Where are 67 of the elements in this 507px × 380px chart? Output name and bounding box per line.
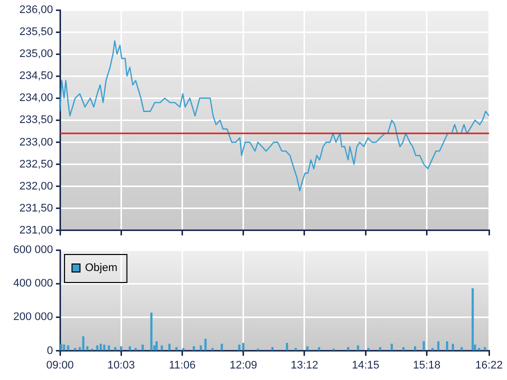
- bar: [175, 347, 178, 350]
- legend-label: Objem: [85, 262, 118, 274]
- bar: [103, 344, 106, 350]
- y-tick-label: 600 000: [13, 244, 53, 256]
- bar: [62, 344, 66, 350]
- bar: [168, 344, 171, 350]
- bar: [472, 288, 474, 350]
- x-tick-label: 14:15: [352, 359, 380, 372]
- bar: [82, 336, 84, 350]
- bar: [271, 347, 274, 350]
- y-tick-label: 231,00: [19, 224, 53, 236]
- x-tick-label: 13:12: [290, 359, 318, 372]
- bar: [114, 347, 116, 350]
- y-tick-label: 231,50: [19, 202, 53, 214]
- bar: [446, 341, 448, 350]
- bar: [460, 347, 463, 350]
- bar: [200, 345, 202, 350]
- y-tick-label: 200 000: [13, 311, 53, 324]
- y-tick-label: 236,00: [19, 4, 53, 16]
- bar: [160, 345, 163, 350]
- bar: [156, 341, 158, 350]
- y-tick-label: 232,00: [19, 180, 53, 192]
- bar: [204, 338, 207, 350]
- bar: [150, 312, 152, 350]
- bar: [74, 348, 76, 350]
- bar: [238, 344, 240, 350]
- y-tick-label: 235,00: [19, 48, 53, 60]
- x-tick-label: 11:06: [168, 359, 196, 372]
- y-tick-label: 235,50: [19, 26, 53, 38]
- y-tick-label: 0: [46, 344, 53, 357]
- bar: [478, 348, 480, 350]
- bar: [431, 348, 434, 350]
- x-tick-label: 12:09: [230, 359, 258, 372]
- y-tick-label: 234,00: [19, 92, 53, 104]
- x-tick-label: 10:03: [107, 359, 135, 372]
- y-tick-label: 232,50: [19, 158, 53, 170]
- bar: [67, 345, 70, 350]
- bar: [390, 344, 393, 350]
- bar: [484, 347, 486, 350]
- x-tick-label: 16:22: [475, 359, 503, 372]
- bar: [437, 341, 440, 350]
- bar: [182, 348, 184, 350]
- bar: [402, 347, 405, 350]
- bar: [108, 345, 110, 350]
- bar: [452, 344, 454, 350]
- bar: [318, 347, 320, 350]
- bar: [142, 344, 144, 350]
- y-tick-label: 234,50: [19, 70, 53, 82]
- x-tick-label: 09:00: [46, 359, 74, 372]
- bar: [356, 345, 360, 350]
- bar: [96, 345, 98, 350]
- bar: [220, 344, 223, 350]
- bar: [242, 342, 244, 350]
- bar: [422, 341, 425, 350]
- y-tick-label: 400 000: [13, 278, 53, 290]
- x-tick-label: 15:18: [412, 359, 440, 372]
- bar: [134, 348, 137, 350]
- bar: [100, 344, 102, 350]
- y-tick-label: 233,50: [19, 114, 53, 126]
- y-tick-label: 233,00: [19, 136, 53, 148]
- bar: [367, 348, 370, 350]
- bar: [347, 347, 350, 350]
- bar: [60, 344, 62, 350]
- bar: [211, 348, 214, 350]
- bar: [294, 348, 297, 350]
- bar: [286, 342, 288, 350]
- bar: [379, 347, 382, 350]
